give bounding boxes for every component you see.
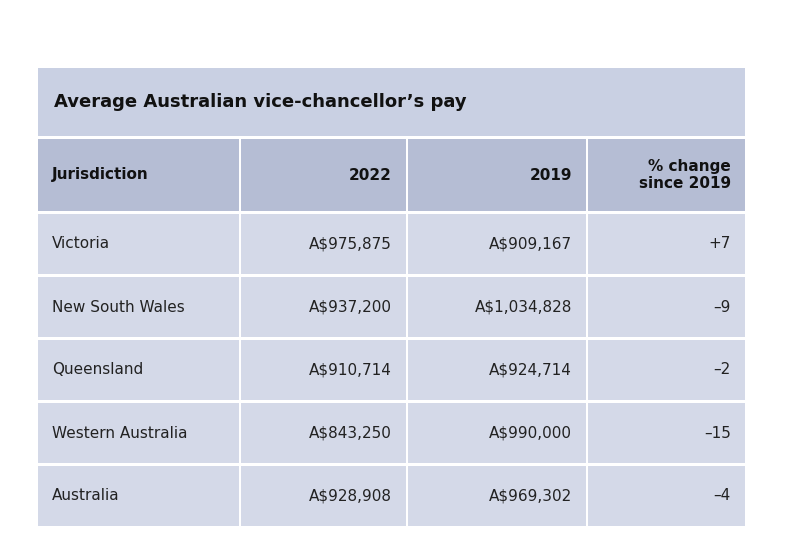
Bar — [38, 277, 239, 337]
Bar — [406, 403, 407, 463]
Text: A$990,000: A$990,000 — [489, 426, 572, 440]
Bar — [38, 400, 745, 403]
Bar — [406, 214, 586, 274]
Bar — [586, 214, 745, 274]
Bar — [239, 277, 242, 337]
Bar — [406, 466, 407, 526]
Text: –15: –15 — [704, 426, 731, 440]
Bar — [239, 466, 406, 526]
Text: –9: –9 — [714, 300, 731, 314]
Bar — [38, 466, 239, 526]
Text: A$928,908: A$928,908 — [309, 489, 392, 503]
Bar — [406, 340, 586, 400]
Bar — [239, 214, 406, 274]
Text: A$969,302: A$969,302 — [489, 489, 572, 503]
Text: Queensland: Queensland — [52, 363, 143, 377]
Bar — [406, 277, 407, 337]
Text: A$924,714: A$924,714 — [489, 363, 572, 377]
Bar — [38, 214, 239, 274]
Text: New South Wales: New South Wales — [52, 300, 184, 314]
Bar — [38, 211, 745, 214]
Text: A$909,167: A$909,167 — [489, 237, 572, 251]
Bar — [239, 466, 242, 526]
Bar — [239, 277, 406, 337]
Bar — [38, 403, 239, 463]
Bar — [586, 466, 588, 526]
Bar — [586, 403, 745, 463]
Text: A$1,034,828: A$1,034,828 — [475, 300, 572, 314]
Bar — [38, 337, 745, 340]
Text: 2022: 2022 — [349, 167, 392, 182]
Bar — [406, 403, 586, 463]
Bar — [239, 403, 406, 463]
Text: +7: +7 — [709, 237, 731, 251]
Bar — [239, 139, 242, 211]
Bar — [38, 463, 745, 466]
Text: Victoria: Victoria — [52, 237, 110, 251]
Text: A$910,714: A$910,714 — [309, 363, 392, 377]
Bar — [586, 340, 588, 400]
Text: A$937,200: A$937,200 — [309, 300, 392, 314]
Text: A$975,875: A$975,875 — [309, 237, 392, 251]
Bar — [239, 340, 406, 400]
Bar — [406, 277, 586, 337]
Bar — [239, 403, 242, 463]
Bar — [586, 340, 745, 400]
Text: –2: –2 — [714, 363, 731, 377]
Bar — [38, 68, 745, 136]
Text: A$843,250: A$843,250 — [309, 426, 392, 440]
Bar — [586, 139, 745, 211]
Bar — [586, 403, 588, 463]
Bar — [38, 136, 745, 139]
Text: Western Australia: Western Australia — [52, 426, 188, 440]
Bar — [586, 277, 745, 337]
Bar — [239, 214, 242, 274]
Bar — [406, 214, 407, 274]
Bar — [406, 139, 586, 211]
Text: –4: –4 — [714, 489, 731, 503]
Bar — [586, 277, 588, 337]
Bar — [38, 139, 239, 211]
Text: Australia: Australia — [52, 489, 119, 503]
Bar — [239, 139, 406, 211]
Bar — [406, 466, 586, 526]
Text: Average Australian vice-chancellor’s pay: Average Australian vice-chancellor’s pay — [54, 93, 466, 111]
Text: Jurisdiction: Jurisdiction — [52, 167, 148, 182]
Text: 2019: 2019 — [529, 167, 572, 182]
Bar — [586, 139, 588, 211]
Bar — [38, 274, 745, 277]
Bar — [406, 139, 407, 211]
Bar — [586, 466, 745, 526]
Bar — [586, 214, 588, 274]
Text: % change
since 2019: % change since 2019 — [639, 159, 731, 191]
Bar — [38, 340, 239, 400]
Bar — [239, 340, 242, 400]
Bar — [406, 340, 407, 400]
